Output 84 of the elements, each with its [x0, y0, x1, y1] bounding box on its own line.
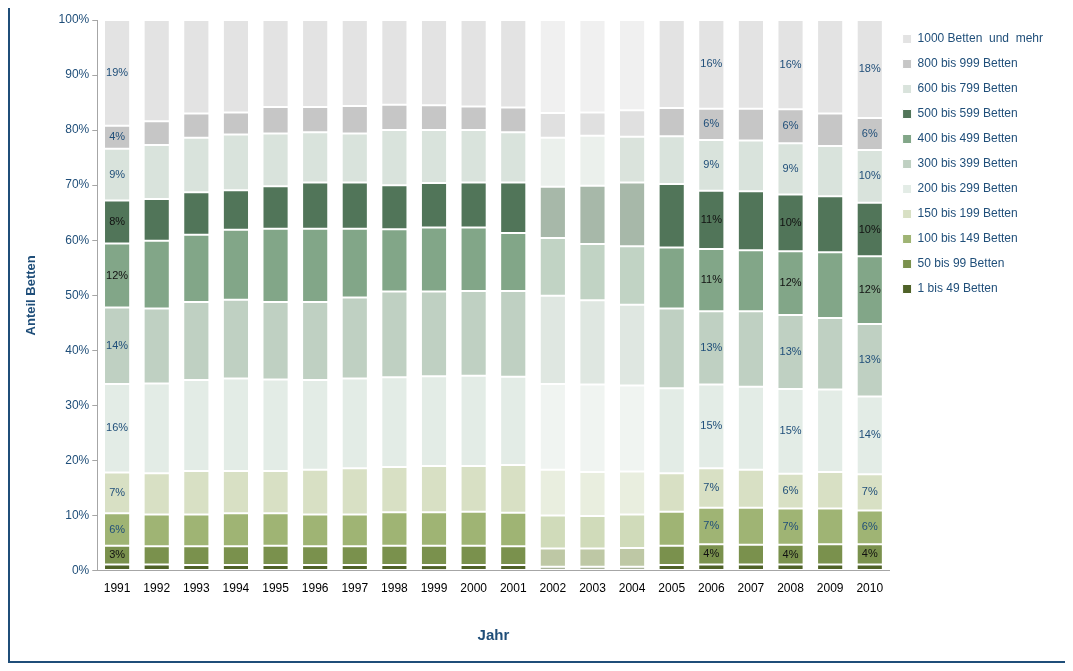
x-tick-label: 2006	[697, 581, 725, 596]
x-tick-label: 2003	[579, 581, 607, 596]
data-label: 13%	[779, 345, 802, 358]
legend-label: 600 bis 799 Betten	[917, 81, 1018, 96]
x-tick-label: 2001	[499, 581, 527, 596]
data-label: 7%	[861, 485, 878, 498]
data-label: 7%	[703, 481, 720, 494]
legend-label: 100 bis 149 Betten	[917, 231, 1018, 246]
y-tick-label: 80%	[65, 122, 90, 137]
data-label: 4%	[703, 547, 720, 560]
data-label: 7%	[703, 519, 720, 532]
data-label: 16%	[779, 57, 802, 70]
data-label: 15%	[700, 419, 723, 432]
legend-label: 1000 Betten und mehr	[917, 31, 1043, 46]
legend-label: 800 bis 999 Betten	[917, 56, 1018, 71]
legend-label: 200 bis 299 Betten	[917, 181, 1018, 196]
data-label: 13%	[700, 340, 723, 353]
data-label: 11%	[700, 273, 723, 286]
x-tick-label: 2005	[658, 581, 686, 596]
data-label: 4%	[861, 547, 878, 560]
x-tick-label: 2008	[777, 581, 805, 596]
data-label: 13%	[858, 353, 881, 366]
data-label: 12%	[779, 276, 802, 289]
data-label: 9%	[782, 161, 799, 174]
data-label: 4%	[782, 547, 799, 560]
data-label: 16%	[106, 421, 129, 434]
data-label: 9%	[703, 158, 720, 171]
legend-label: 400 bis 499 Betten	[917, 131, 1018, 146]
x-tick-label: 2004	[618, 581, 646, 596]
x-tick-label: 1998	[381, 581, 409, 596]
data-label: 8%	[109, 215, 126, 228]
legend-label: 50 bis 99 Betten	[917, 256, 1005, 271]
x-tick-label: 1994	[222, 581, 250, 596]
data-label: 6%	[782, 484, 799, 497]
data-label: 6%	[861, 127, 878, 140]
data-label: 6%	[861, 520, 878, 533]
data-label: 6%	[109, 522, 126, 535]
x-tick-label: 1991	[103, 581, 131, 596]
x-tick-label: 1997	[341, 581, 369, 596]
data-label: 6%	[782, 119, 799, 132]
data-label: 4%	[109, 130, 126, 143]
x-tick-label: 2002	[539, 581, 567, 596]
data-label: 3%	[109, 548, 126, 561]
y-tick-label: 90%	[65, 67, 90, 82]
data-label: 6%	[703, 117, 720, 130]
y-tick-label: 70%	[65, 177, 90, 192]
x-tick-label: 1992	[143, 581, 171, 596]
data-label: 7%	[782, 519, 799, 532]
x-tick-label: 2007	[737, 581, 765, 596]
data-label: 12%	[106, 268, 129, 281]
y-tick-label: 20%	[65, 452, 90, 467]
data-label: 10%	[858, 222, 881, 235]
data-label: 15%	[779, 424, 802, 437]
x-tick-label: 1993	[182, 581, 210, 596]
x-tick-label: 1995	[262, 581, 290, 596]
legend-label: 1 bis 49 Betten	[917, 281, 998, 296]
data-label: 7%	[109, 486, 126, 498]
data-label: 14%	[106, 338, 129, 351]
data-label: 18%	[858, 62, 881, 75]
y-tick-label: 50%	[65, 287, 90, 302]
data-label: 19%	[106, 65, 129, 78]
x-tick-label: 2009	[816, 581, 844, 596]
data-label: 11%	[700, 212, 723, 225]
data-label: 12%	[858, 283, 881, 296]
data-label: 10%	[779, 215, 802, 228]
y-tick-label: 30%	[65, 397, 90, 412]
y-tick-label: 10%	[65, 507, 90, 522]
legend-label: 300 bis 399 Betten	[917, 156, 1018, 171]
y-tick-label: 40%	[65, 342, 90, 357]
y-tick-label: 0%	[71, 562, 90, 577]
data-label: 16%	[700, 57, 723, 70]
legend-label: 500 bis 599 Betten	[917, 106, 1018, 121]
y-axis-title: Anteil Betten	[23, 255, 39, 336]
x-tick-label: 1999	[420, 581, 448, 596]
data-label: 14%	[858, 428, 881, 441]
x-tick-label: 2000	[460, 581, 488, 596]
x-tick-label: 1996	[301, 581, 329, 596]
data-label: 10%	[858, 169, 881, 182]
x-tick-label: 2010	[856, 581, 884, 596]
y-tick-label: 100%	[58, 12, 90, 27]
x-axis-title: Jahr	[477, 626, 510, 644]
legend-label: 150 bis 199 Betten	[917, 206, 1018, 221]
data-label: 9%	[109, 167, 126, 180]
y-tick-label: 60%	[65, 232, 90, 247]
